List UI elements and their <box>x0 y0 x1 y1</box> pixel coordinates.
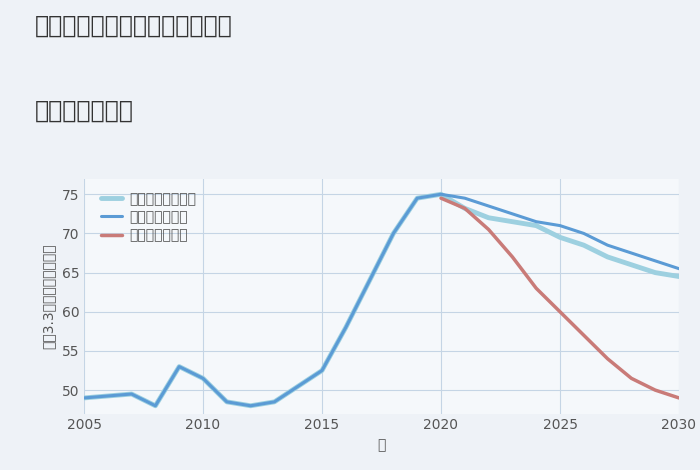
ノーマルシナリオ <box>461 205 469 211</box>
グッドシナリオ <box>556 223 564 228</box>
バッドシナリオ <box>556 309 564 314</box>
グッドシナリオ <box>508 211 517 217</box>
バッドシナリオ <box>532 285 540 291</box>
Line: バッドシナリオ: バッドシナリオ <box>441 198 679 398</box>
グッドシナリオ <box>80 395 88 401</box>
グッドシナリオ <box>627 250 636 256</box>
ノーマルシナリオ <box>580 243 588 248</box>
ノーマルシナリオ <box>484 215 493 220</box>
Y-axis label: 坪（3.3㎡）単価（万円）: 坪（3.3㎡）単価（万円） <box>42 243 56 349</box>
グッドシナリオ <box>437 191 445 197</box>
グッドシナリオ <box>199 376 207 381</box>
グッドシナリオ <box>389 231 398 236</box>
X-axis label: 年: 年 <box>377 438 386 452</box>
グッドシナリオ <box>461 196 469 201</box>
ノーマルシナリオ <box>651 270 659 275</box>
Line: グッドシナリオ: グッドシナリオ <box>84 194 679 406</box>
グッドシナリオ <box>484 203 493 209</box>
バッドシナリオ <box>580 332 588 338</box>
ノーマルシナリオ <box>151 403 160 408</box>
ノーマルシナリオ <box>318 368 326 373</box>
ノーマルシナリオ <box>675 274 683 279</box>
グッドシナリオ <box>532 219 540 225</box>
バッドシナリオ <box>437 196 445 201</box>
ノーマルシナリオ <box>246 403 255 408</box>
バッドシナリオ <box>627 376 636 381</box>
ノーマルシナリオ <box>175 364 183 369</box>
ノーマルシナリオ <box>80 395 88 401</box>
ノーマルシナリオ <box>342 325 350 330</box>
ノーマルシナリオ <box>270 399 279 405</box>
ノーマルシナリオ <box>532 223 540 228</box>
Text: 愛知県名古屋市中村区横前町の: 愛知県名古屋市中村区横前町の <box>35 14 232 38</box>
グッドシナリオ <box>603 243 612 248</box>
グッドシナリオ <box>675 266 683 272</box>
バッドシナリオ <box>675 395 683 401</box>
ノーマルシナリオ <box>127 391 136 397</box>
バッドシナリオ <box>603 356 612 361</box>
Line: ノーマルシナリオ: ノーマルシナリオ <box>84 194 679 406</box>
バッドシナリオ <box>508 254 517 260</box>
グッドシナリオ <box>270 399 279 405</box>
ノーマルシナリオ <box>413 196 421 201</box>
Legend: ノーマルシナリオ, グッドシナリオ, バッドシナリオ: ノーマルシナリオ, グッドシナリオ, バッドシナリオ <box>97 188 200 247</box>
ノーマルシナリオ <box>389 231 398 236</box>
グッドシナリオ <box>151 403 160 408</box>
ノーマルシナリオ <box>199 376 207 381</box>
グッドシナリオ <box>365 278 374 283</box>
ノーマルシナリオ <box>508 219 517 225</box>
グッドシナリオ <box>223 399 231 405</box>
グッドシナリオ <box>127 391 136 397</box>
グッドシナリオ <box>175 364 183 369</box>
グッドシナリオ <box>651 258 659 264</box>
ノーマルシナリオ <box>223 399 231 405</box>
ノーマルシナリオ <box>627 262 636 267</box>
ノーマルシナリオ <box>556 235 564 240</box>
Text: 土地の価格推移: 土地の価格推移 <box>35 99 134 123</box>
バッドシナリオ <box>484 227 493 232</box>
ノーマルシナリオ <box>294 384 302 389</box>
ノーマルシナリオ <box>365 278 374 283</box>
グッドシナリオ <box>246 403 255 408</box>
ノーマルシナリオ <box>437 191 445 197</box>
グッドシナリオ <box>580 231 588 236</box>
バッドシナリオ <box>651 387 659 393</box>
グッドシナリオ <box>413 196 421 201</box>
バッドシナリオ <box>461 205 469 211</box>
ノーマルシナリオ <box>603 254 612 260</box>
グッドシナリオ <box>294 384 302 389</box>
グッドシナリオ <box>342 325 350 330</box>
グッドシナリオ <box>318 368 326 373</box>
